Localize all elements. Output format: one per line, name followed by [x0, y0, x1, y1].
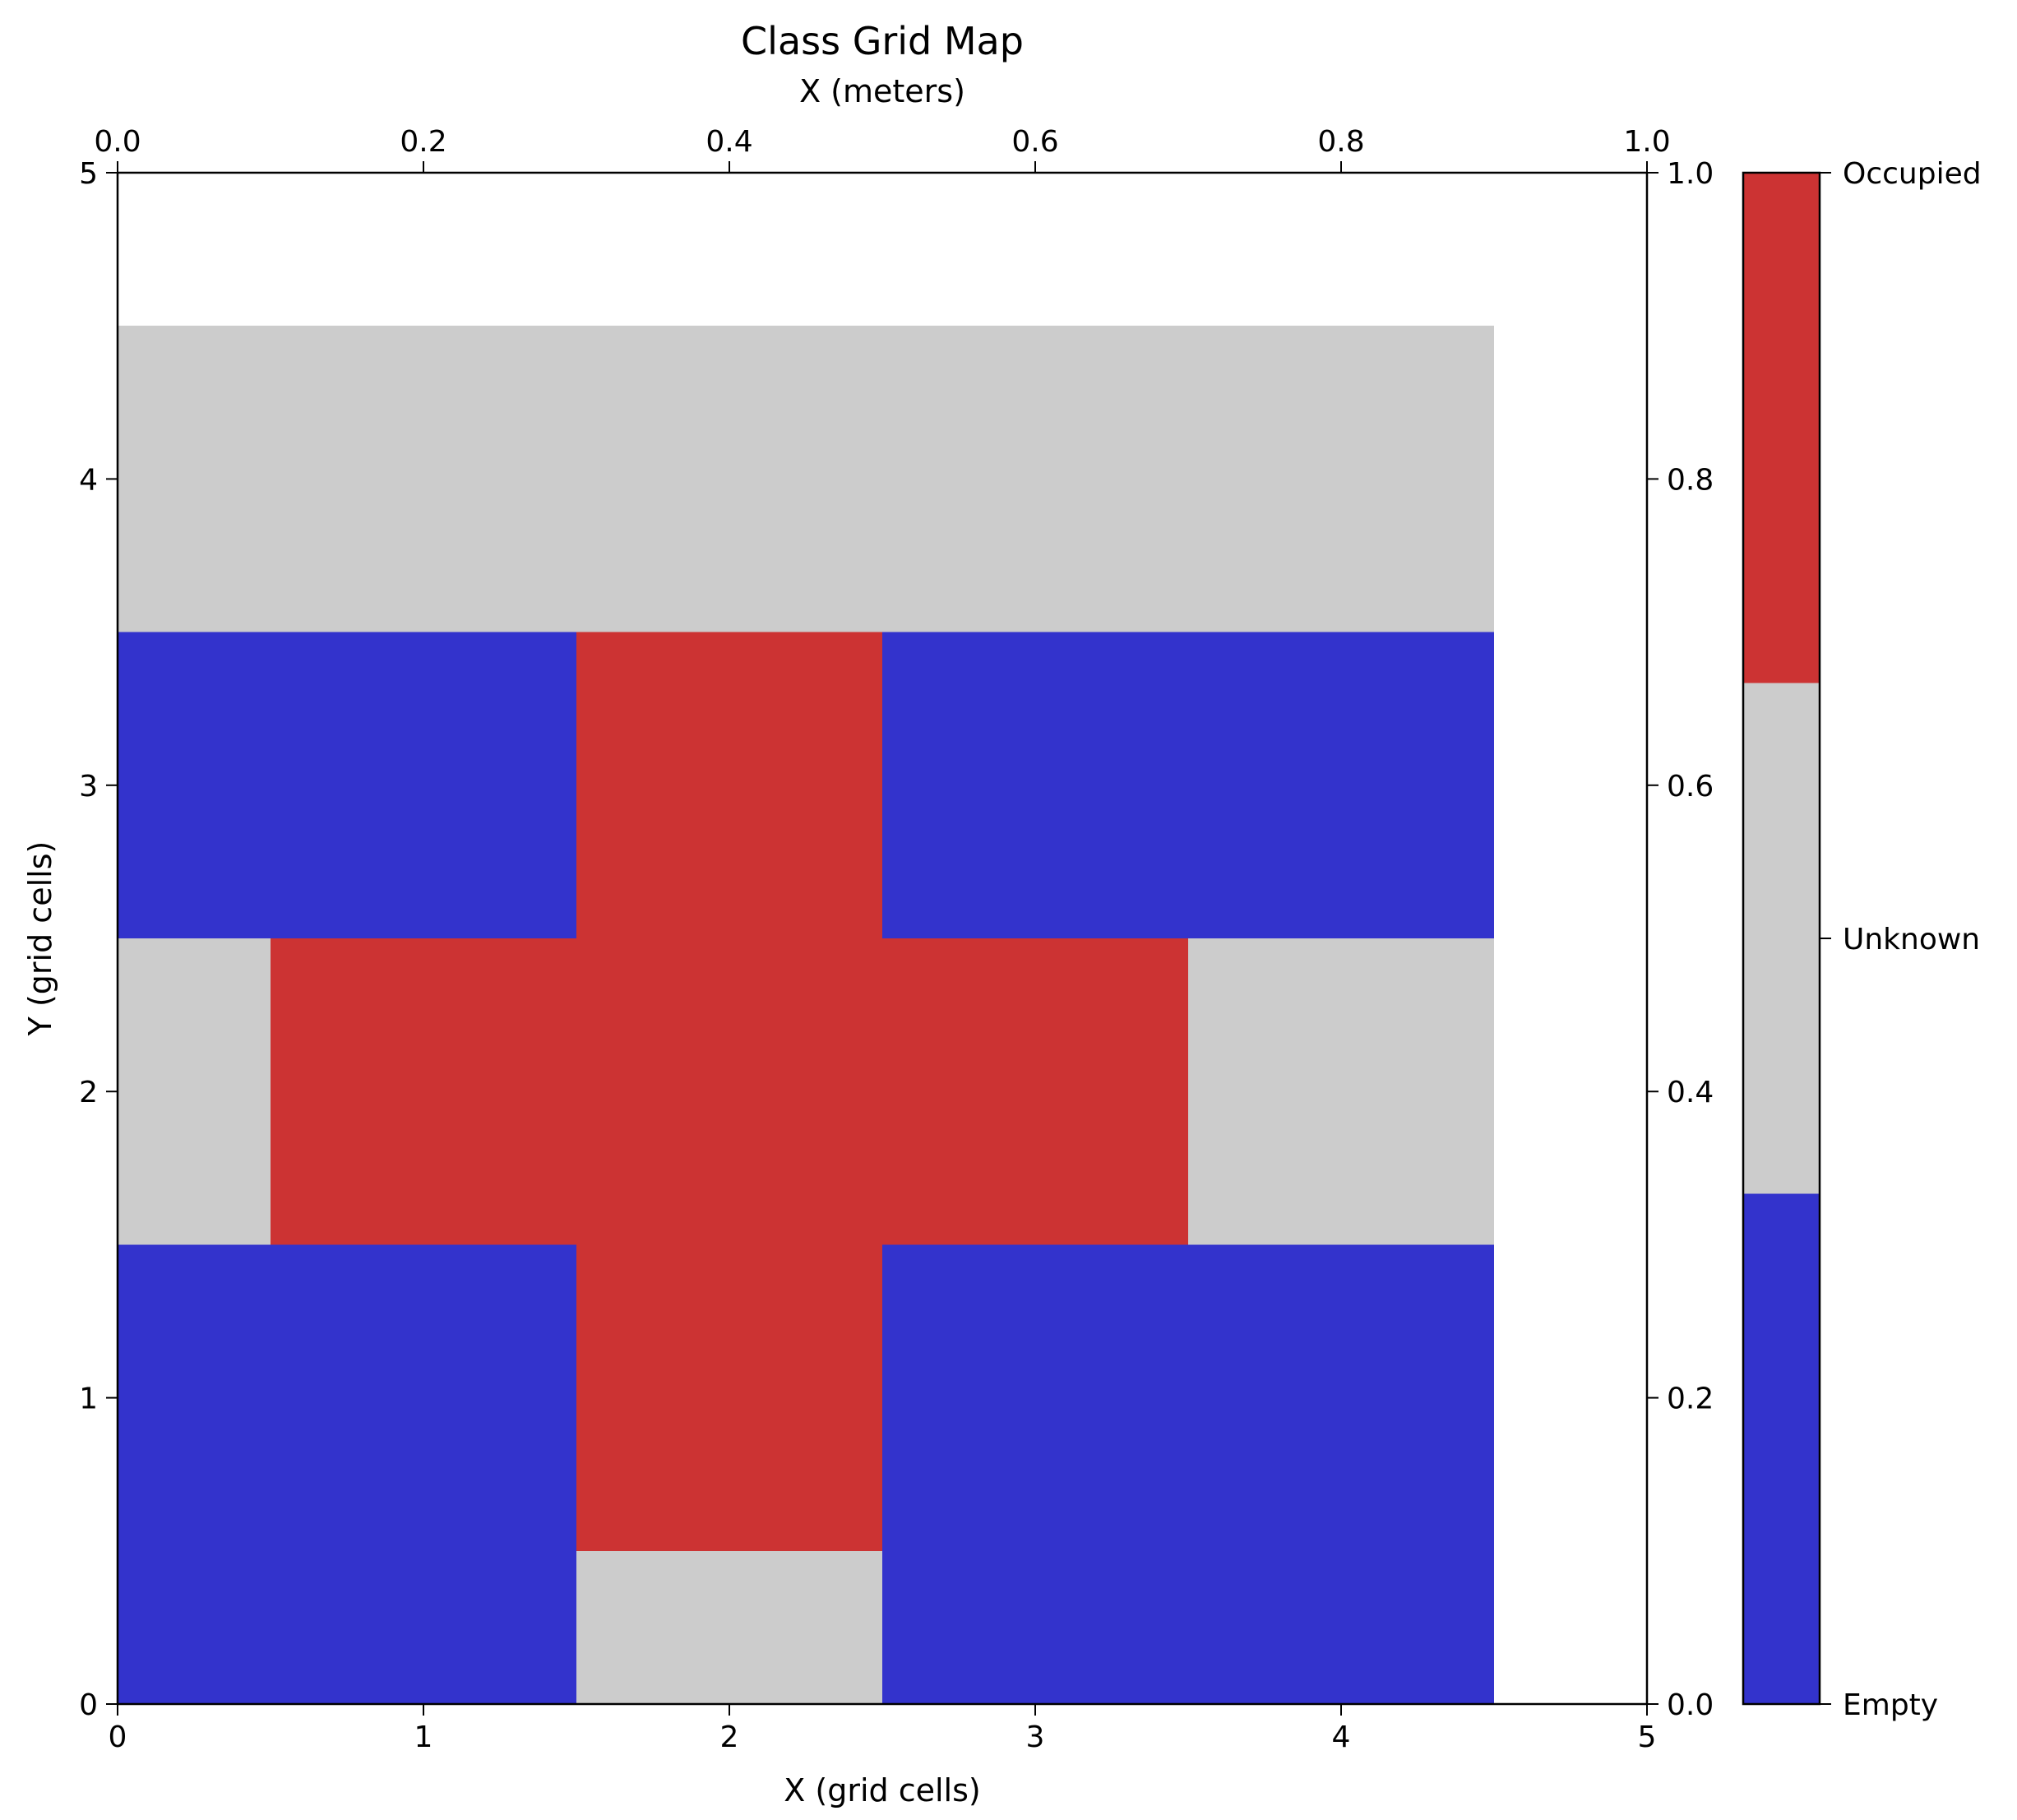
- colorbar-tick-label: Empty: [1843, 1688, 1938, 1722]
- y-tick-label: 3: [79, 770, 98, 803]
- y-axis-label: Y (grid cells): [22, 841, 58, 1037]
- top-x-tick-label: 0.8: [1317, 125, 1364, 159]
- heatmap-cell-empty: [118, 632, 271, 938]
- top-x-tick-label: 0.4: [705, 125, 752, 159]
- top-x-tick-label: 0.6: [1011, 125, 1058, 159]
- top-x-tick-label: 0.2: [400, 125, 446, 159]
- colorbar-segment-unknown: [1743, 683, 1820, 1194]
- x-tick-label: 0: [109, 1720, 127, 1754]
- chart-title: Class Grid Map: [741, 19, 1024, 63]
- heatmap-cell-empty: [118, 1244, 271, 1551]
- top-x-axis-label: X (meters): [799, 73, 965, 109]
- heatmap-cell-occupied: [882, 938, 1188, 1245]
- right-y-tick-label: 0.8: [1667, 463, 1714, 497]
- heatmap-cell-empty: [271, 632, 576, 938]
- heatmap-cell-empty: [1188, 1550, 1494, 1704]
- colorbar-segment-occupied: [1743, 173, 1820, 683]
- heatmap-cell-unknown: [882, 326, 1188, 632]
- heatmap-cell-unknown: [1188, 938, 1494, 1245]
- heatmap-cell-empty: [1188, 1244, 1494, 1551]
- y-tick-label: 1: [79, 1382, 98, 1416]
- heatmap-cells: [118, 326, 1494, 1704]
- y-tick-label: 2: [79, 1076, 98, 1109]
- heatmap-cell-empty: [1188, 632, 1494, 938]
- heatmap-cell-occupied: [576, 938, 882, 1245]
- top-x-tick-label: 1.0: [1623, 125, 1670, 159]
- heatmap-cell-unknown: [118, 326, 271, 632]
- heatmap-cell-empty: [882, 1244, 1188, 1551]
- x-axis-label: X (grid cells): [784, 1772, 980, 1808]
- heatmap-cell-empty: [271, 1550, 576, 1704]
- heatmap-cell-occupied: [271, 938, 576, 1245]
- right-y-tick-label: 1.0: [1667, 157, 1714, 191]
- heatmap-cell-occupied: [576, 1244, 882, 1551]
- heatmap-cell-unknown: [118, 938, 271, 1245]
- heatmap-cell-unknown: [271, 326, 576, 632]
- colorbar-segment-empty: [1743, 1193, 1820, 1704]
- right-y-tick-label: 0.2: [1667, 1382, 1714, 1416]
- right-y-tick-label: 0.6: [1667, 770, 1714, 803]
- heatmap-cell-empty: [882, 632, 1188, 938]
- x-tick-label: 2: [720, 1720, 739, 1754]
- heatmap-cell-occupied: [576, 632, 882, 938]
- right-y-tick-label: 0.4: [1667, 1076, 1714, 1109]
- y-tick-label: 4: [79, 463, 98, 497]
- x-tick-label: 5: [1638, 1720, 1657, 1754]
- top-x-tick-label: 0.0: [94, 125, 141, 159]
- colorbar-tick-label: Unknown: [1843, 923, 1980, 956]
- colorbar-tick-label: Occupied: [1843, 157, 1982, 191]
- axes: [106, 161, 1658, 1716]
- x-tick-label: 1: [414, 1720, 433, 1754]
- heatmap-cell-unknown: [576, 326, 882, 632]
- x-tick-label: 4: [1332, 1720, 1351, 1754]
- y-tick-label: 5: [79, 157, 98, 191]
- heatmap-cell-empty: [118, 1550, 271, 1704]
- heatmap-cell-empty: [882, 1550, 1188, 1704]
- heatmap-cell-empty: [271, 1244, 576, 1551]
- heatmap-cell-unknown: [1188, 326, 1494, 632]
- x-tick-label: 3: [1026, 1720, 1045, 1754]
- right-y-tick-label: 0.0: [1667, 1688, 1714, 1722]
- heatmap-cell-unknown: [576, 1550, 882, 1704]
- colorbar: [1742, 171, 1831, 1706]
- y-tick-label: 0: [79, 1688, 98, 1722]
